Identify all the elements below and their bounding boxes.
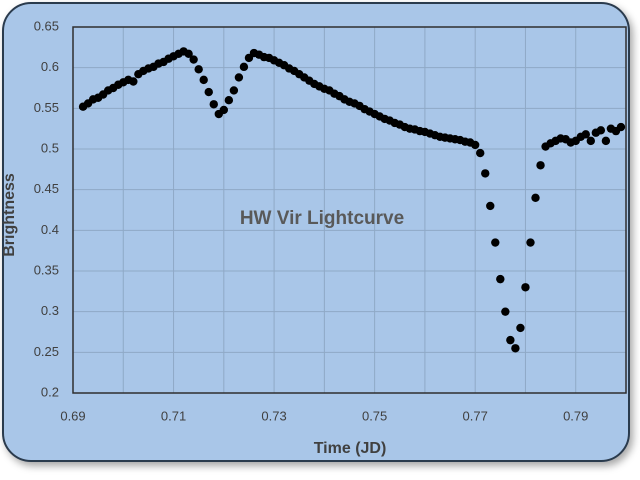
data-point — [496, 274, 505, 284]
data-point — [229, 86, 239, 95]
x-tick-label: 0.73 — [261, 408, 286, 423]
data-point — [194, 65, 203, 74]
y-tick-label: 0.6 — [41, 59, 59, 74]
x-tick-label: 0.71 — [161, 408, 186, 423]
y-tick-label: 0.3 — [41, 303, 59, 318]
data-point — [189, 55, 198, 64]
data-point — [224, 96, 234, 105]
data-point — [209, 100, 218, 109]
data-point — [506, 335, 515, 345]
plot-area — [73, 27, 626, 393]
x-tick-label: 0.69 — [60, 408, 85, 423]
y-tick-label: 0.65 — [34, 18, 59, 33]
y-tick-label: 0.4 — [41, 222, 59, 237]
data-point — [501, 307, 510, 316]
y-tick-label: 0.25 — [34, 344, 59, 359]
x-axis-label: Time (JD) — [314, 440, 387, 457]
data-point — [219, 105, 229, 115]
data-point — [511, 344, 520, 353]
data-point — [184, 49, 193, 59]
data-point — [531, 193, 540, 202]
data-point — [470, 140, 480, 150]
chart-title: HW Vir Lightcurve — [240, 208, 404, 229]
y-axis-label: Brightness — [1, 173, 18, 257]
data-point — [526, 238, 535, 247]
data-point — [239, 62, 249, 72]
data-point — [491, 238, 500, 247]
data-point — [521, 283, 530, 292]
y-tick-label: 0.35 — [34, 262, 59, 277]
data-point — [204, 87, 213, 97]
y-tick-label: 0.55 — [34, 100, 59, 115]
y-tick-label: 0.5 — [41, 140, 59, 155]
data-point — [601, 136, 611, 146]
data-point — [586, 136, 596, 146]
plot-border — [72, 26, 627, 394]
x-tick-label: 0.75 — [362, 408, 387, 423]
data-point — [536, 161, 545, 170]
data-point — [486, 201, 495, 211]
y-tick-label: 0.45 — [34, 181, 59, 196]
y-tick-label: 0.2 — [41, 384, 59, 399]
data-point — [581, 130, 590, 139]
x-tick-label: 0.79 — [563, 408, 588, 423]
grid: 0.2 0.25 0.3 0.35 0.4 0.45 0.5 0.55 0.6 0.65 0.69 0… — [34, 18, 627, 423]
data-point — [129, 77, 138, 86]
data-point — [476, 148, 485, 158]
data-point — [199, 75, 208, 85]
data-point — [234, 73, 244, 82]
data-point — [596, 126, 606, 135]
data-point — [481, 169, 490, 178]
points — [78, 47, 626, 353]
data-point — [616, 122, 626, 132]
x-tick-label: 0.77 — [463, 408, 488, 423]
data-point — [516, 323, 525, 333]
